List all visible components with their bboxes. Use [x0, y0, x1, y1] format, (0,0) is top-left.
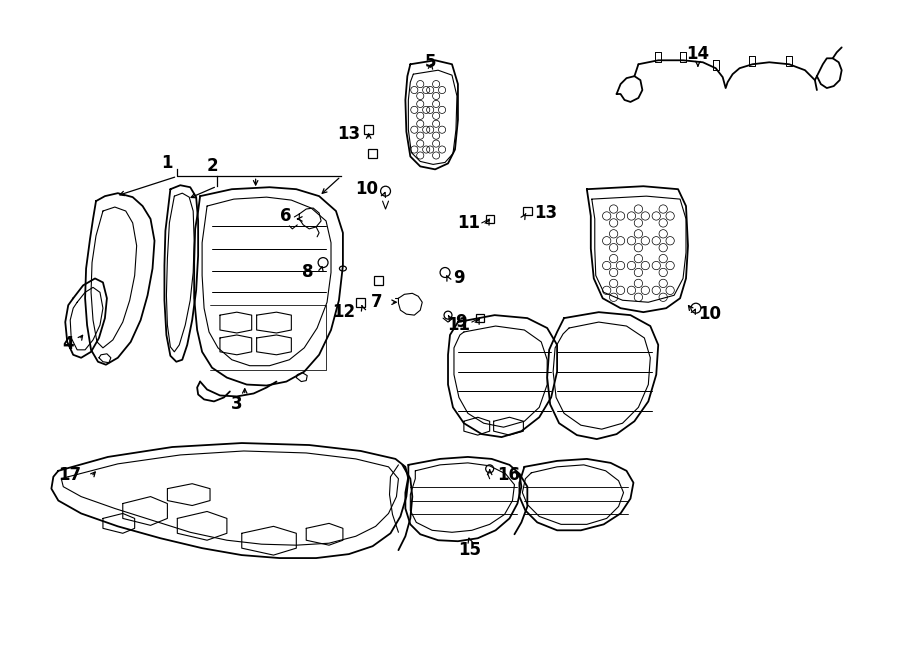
Text: 1: 1 — [162, 155, 173, 173]
Text: 11: 11 — [456, 214, 480, 232]
Text: 9: 9 — [453, 270, 464, 288]
Text: 7: 7 — [371, 293, 382, 311]
Text: 6: 6 — [280, 207, 292, 225]
Text: 12: 12 — [333, 303, 356, 321]
Text: 9: 9 — [455, 313, 466, 331]
Text: 4: 4 — [62, 335, 74, 353]
Text: 2: 2 — [206, 157, 218, 175]
Text: 10: 10 — [698, 305, 721, 323]
Text: 11: 11 — [446, 316, 470, 334]
Text: 8: 8 — [302, 264, 313, 282]
Text: 10: 10 — [356, 180, 379, 198]
Text: 13: 13 — [338, 125, 361, 143]
Text: 14: 14 — [687, 46, 709, 63]
Text: 5: 5 — [425, 54, 436, 71]
Text: 16: 16 — [498, 466, 520, 484]
Text: 15: 15 — [458, 541, 482, 559]
Text: 3: 3 — [231, 395, 243, 413]
Text: 17: 17 — [58, 466, 81, 484]
Text: 13: 13 — [535, 204, 557, 222]
